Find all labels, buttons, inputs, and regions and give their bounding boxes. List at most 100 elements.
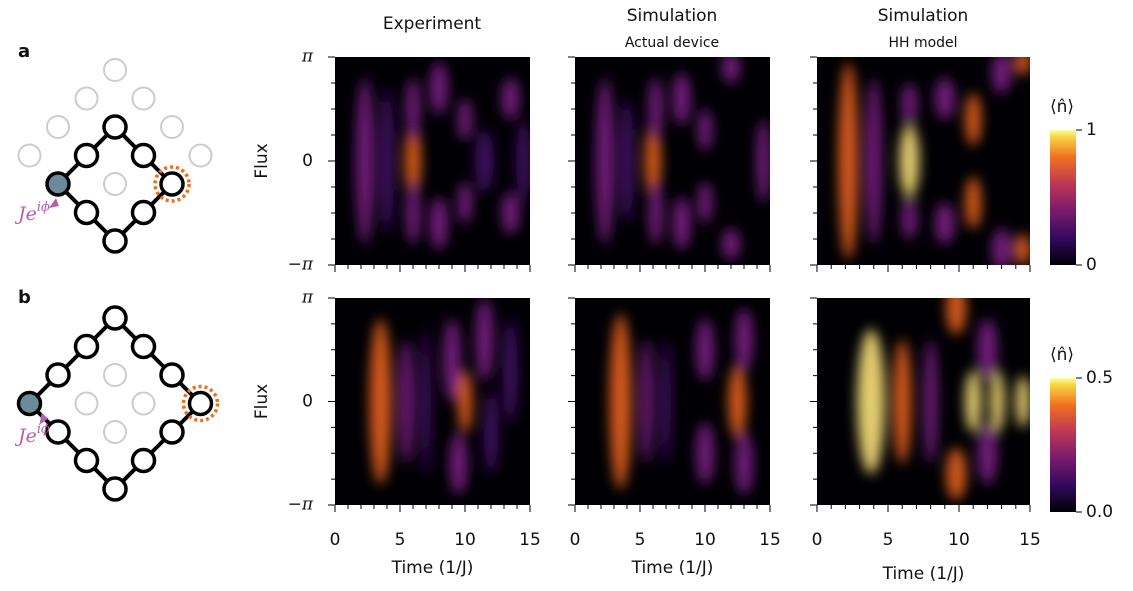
intensity-blob xyxy=(516,119,530,203)
intensity-blob xyxy=(429,62,449,115)
intensity-blob xyxy=(734,432,754,495)
intensity-blob xyxy=(405,77,421,141)
intensity-blob xyxy=(857,329,885,474)
column-title: Simulation xyxy=(878,6,969,26)
lattice-site xyxy=(130,447,157,474)
intensity-blob xyxy=(648,77,663,141)
target-ring xyxy=(181,384,220,423)
intensity-blob xyxy=(697,181,713,224)
column-subtitle: Actual device xyxy=(625,35,719,51)
intensity-blob xyxy=(946,448,967,500)
intensity-blob xyxy=(991,228,1012,265)
intensity-blob xyxy=(672,72,691,125)
lattice-site xyxy=(188,143,213,168)
lattice-site xyxy=(130,333,157,360)
intensity-blob xyxy=(965,93,982,146)
intensity-blob xyxy=(660,339,672,464)
intensity-blob xyxy=(901,197,918,239)
intensity-blob xyxy=(429,197,449,250)
intensity-blob xyxy=(449,432,468,495)
coupling-arrow xyxy=(49,198,59,208)
heatmap xyxy=(369,298,518,495)
x-tick-label: 15 xyxy=(759,530,781,550)
colorbar-tick-label: 0 xyxy=(1086,255,1097,275)
coupling-label: Jeiϕ xyxy=(14,200,50,226)
intensity-blob xyxy=(1014,57,1030,75)
y-tick-label: π xyxy=(301,47,314,67)
intensity-blob xyxy=(991,57,1012,94)
x-tick-label: 15 xyxy=(1019,530,1041,550)
intensity-blob xyxy=(865,77,882,245)
intensity-blob xyxy=(644,124,662,198)
x-axis-label: Time (1/J) xyxy=(631,558,714,578)
colorbar-label: ⟨n̂⟩ xyxy=(1050,97,1074,117)
colorbar-tick-label: 0.5 xyxy=(1086,368,1113,388)
intensity-blob xyxy=(399,339,414,464)
lattice-site xyxy=(131,86,156,111)
x-tick-label: 0 xyxy=(812,530,823,550)
lattice-site xyxy=(102,476,128,502)
lattice-site xyxy=(159,171,185,197)
heatmap-background xyxy=(335,298,530,505)
lattice-site xyxy=(45,419,71,445)
lattice-site xyxy=(46,115,70,139)
lattice-site xyxy=(45,362,71,388)
colorbar xyxy=(1050,130,1076,265)
intensity-blob xyxy=(901,83,918,125)
y-tick-label: π xyxy=(301,288,314,308)
coupling-label: Jeiϕ xyxy=(14,422,50,448)
target-ring xyxy=(153,165,191,203)
intensity-blob xyxy=(838,62,859,260)
heatmap xyxy=(838,57,1030,265)
lattice-site xyxy=(16,390,43,417)
lattice-site xyxy=(45,171,71,197)
y-tick-label: 0 xyxy=(302,151,313,171)
lattice-site xyxy=(74,391,99,416)
lattice-site xyxy=(103,420,127,444)
panel-label: a xyxy=(18,41,30,62)
y-tick-label: 0 xyxy=(302,392,313,412)
intensity-blob xyxy=(609,313,632,490)
lattice-site xyxy=(102,228,128,254)
intensity-blob xyxy=(595,77,615,245)
x-tick-label: 0 xyxy=(330,530,341,550)
y-tick-label: −π xyxy=(288,495,314,515)
coupling-exponent: iϕ xyxy=(37,422,50,437)
intensity-blob xyxy=(934,77,955,120)
intensity-blob xyxy=(503,318,518,423)
intensity-blob xyxy=(990,370,1005,433)
x-tick-label: 10 xyxy=(948,530,970,550)
intensity-blob xyxy=(457,98,473,141)
intensity-blob xyxy=(893,339,912,464)
lattice-site xyxy=(130,142,157,169)
y-axis-label: Flux xyxy=(252,384,272,419)
heatmap xyxy=(595,57,770,260)
colorbar-tick-label: 1 xyxy=(1086,120,1097,140)
intensity-blob xyxy=(672,197,691,250)
intensity-blob xyxy=(695,422,715,485)
intensity-blob xyxy=(756,119,770,203)
lattice-site xyxy=(160,115,184,139)
intensity-blob xyxy=(501,77,520,120)
lattice-site xyxy=(130,199,157,226)
lattice-site xyxy=(103,58,127,82)
lattice-site xyxy=(73,199,100,226)
heatmap xyxy=(355,62,530,250)
intensity-blob xyxy=(697,109,713,151)
intensity-blob xyxy=(695,318,715,381)
x-tick-label: 10 xyxy=(694,530,716,550)
intensity-blob xyxy=(946,298,967,335)
intensity-blob xyxy=(728,365,747,438)
lattice-site xyxy=(73,447,100,474)
colorbar-tick-label: 0.0 xyxy=(1086,502,1113,522)
intensity-blob xyxy=(899,124,920,198)
lattice-site xyxy=(103,363,127,387)
x-axis-label: Time (1/J) xyxy=(391,558,474,578)
intensity-blob xyxy=(457,370,473,433)
heatmap xyxy=(857,298,1030,500)
intensity-blob xyxy=(379,88,395,234)
intensity-blob xyxy=(648,181,663,245)
lattice-site xyxy=(74,86,99,111)
intensity-blob xyxy=(721,228,741,260)
